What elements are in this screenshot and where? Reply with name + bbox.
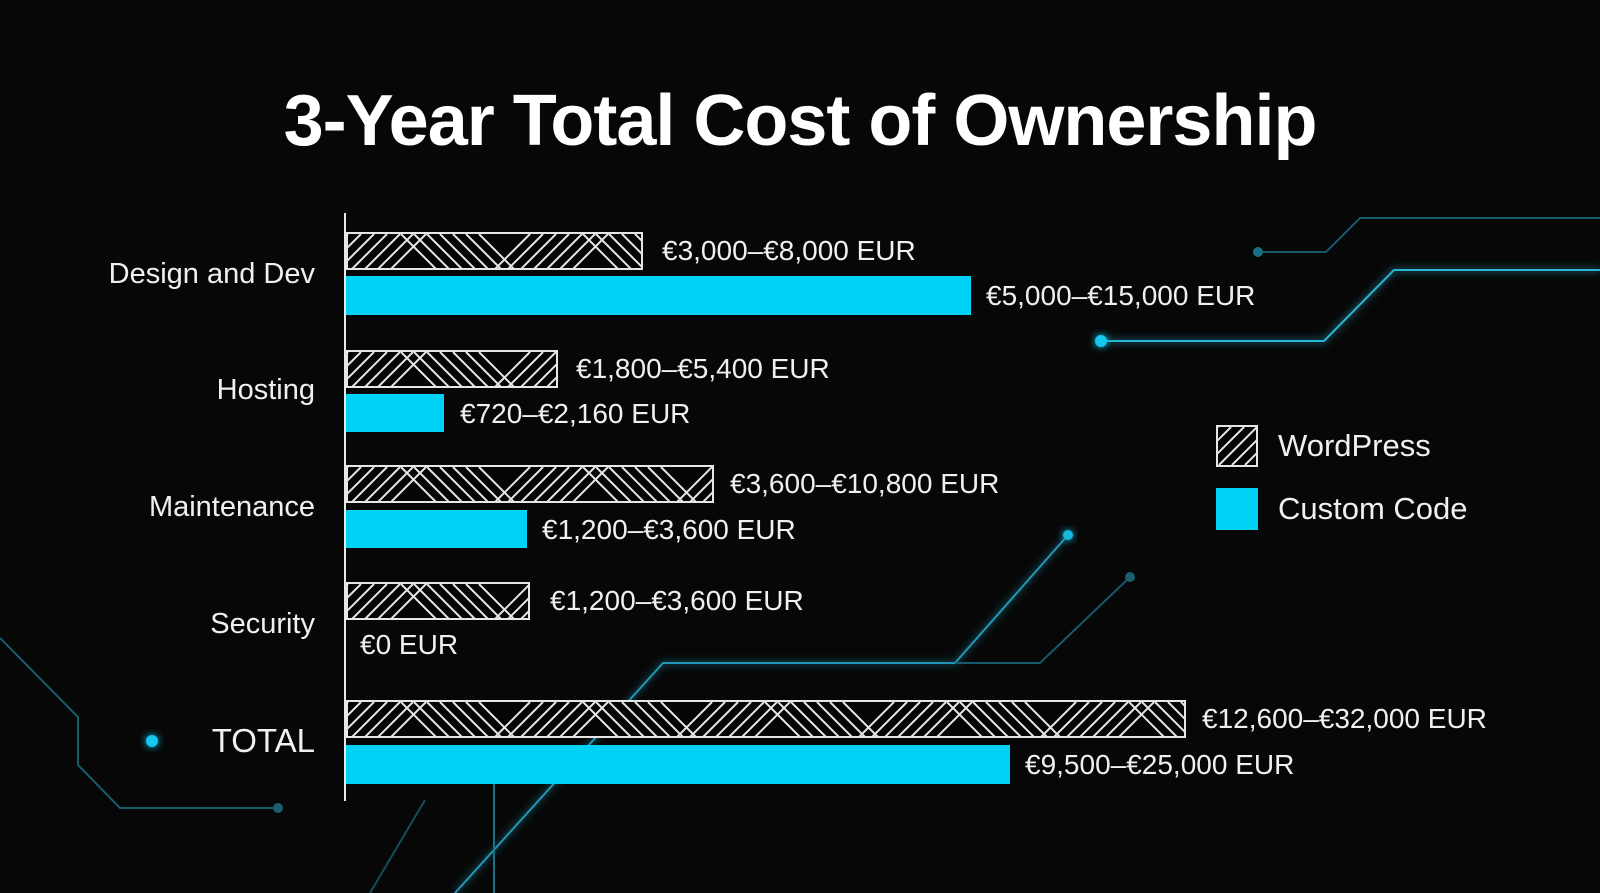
custom-code-value-label: €720–€2,160 EUR bbox=[460, 398, 691, 429]
category-label: Hosting bbox=[216, 374, 315, 406]
wordpress-value-label: €3,600–€10,800 EUR bbox=[730, 468, 1000, 499]
wordpress-bar bbox=[346, 232, 643, 270]
wordpress-bar bbox=[346, 350, 558, 388]
legend-label: Custom Code bbox=[1278, 491, 1468, 526]
custom-code-bar bbox=[346, 745, 1010, 784]
category-label: Design and Dev bbox=[108, 258, 315, 290]
hatched-swatch-icon bbox=[1179, 425, 1323, 467]
chart-title: 3-Year Total Cost of Ownership bbox=[283, 81, 1318, 161]
wordpress-value-label: €1,800–€5,400 EUR bbox=[576, 353, 830, 384]
custom-code-value-label: €1,200–€3,600 EUR bbox=[542, 514, 796, 545]
wordpress-bar bbox=[346, 465, 714, 503]
wordpress-value-label: €3,000–€8,000 EUR bbox=[662, 235, 916, 266]
legend-item-wordpress: WordPress bbox=[1179, 425, 1431, 467]
legend-label: WordPress bbox=[1278, 428, 1431, 463]
category-label: Maintenance bbox=[148, 491, 315, 523]
custom-code-bar bbox=[346, 394, 444, 432]
solid-swatch-icon bbox=[1216, 488, 1258, 530]
wordpress-bar bbox=[346, 582, 530, 620]
custom-code-value-label: €9,500–€25,000 EUR bbox=[1025, 749, 1295, 780]
wordpress-value-label: €12,600–€32,000 EUR bbox=[1202, 703, 1487, 734]
custom-code-value-label: €0 EUR bbox=[360, 629, 459, 660]
wordpress-value-label: €1,200–€3,600 EUR bbox=[550, 585, 804, 616]
custom-code-bar bbox=[346, 510, 527, 548]
category-label: Security bbox=[210, 608, 315, 640]
custom-code-bar bbox=[346, 276, 971, 315]
y-axis-line bbox=[344, 213, 346, 801]
wordpress-bar bbox=[346, 700, 1186, 738]
custom-code-value-label: €5,000–€15,000 EUR bbox=[986, 280, 1256, 311]
category-label: TOTAL bbox=[211, 722, 315, 759]
legend-item-custom-code: Custom Code bbox=[1216, 488, 1468, 530]
